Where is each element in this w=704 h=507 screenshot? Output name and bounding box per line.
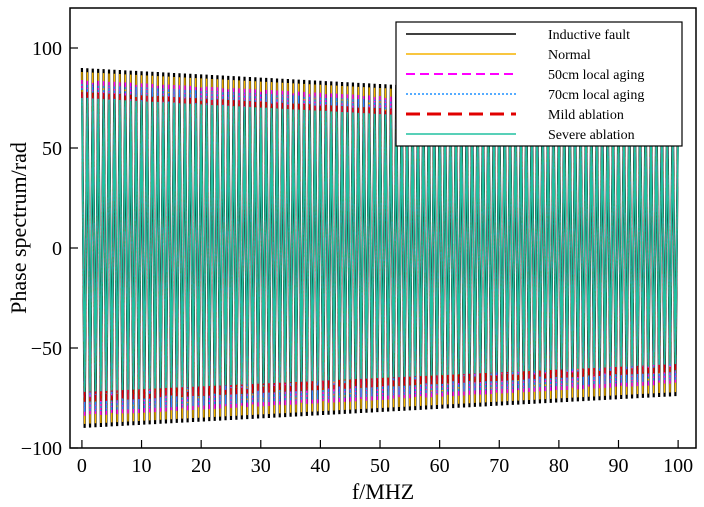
- legend-item: Normal: [406, 48, 591, 63]
- legend-label: 50cm local aging: [548, 68, 644, 83]
- plot-frame: [69, 7, 697, 449]
- x-tick-label: 10: [132, 455, 152, 477]
- y-tick-label: −100: [21, 438, 62, 460]
- y-tick-label: 0: [52, 238, 62, 260]
- y-tick-label: 100: [32, 38, 62, 60]
- series-line-6: [81, 97, 679, 392]
- legend-label: Normal: [548, 48, 591, 63]
- legend-label: Severe ablation: [548, 128, 635, 143]
- series-line-4: [81, 83, 679, 412]
- legend-label: Mild ablation: [548, 108, 624, 123]
- series-layer: [80, 67, 680, 428]
- x-tick-label: 0: [77, 455, 87, 477]
- x-tick-label: 100: [663, 455, 693, 477]
- y-tick-label: −50: [31, 338, 62, 360]
- legend: Inductive fault Normal 50cm local aging 70c…: [395, 21, 683, 147]
- legend-item: Severe ablation: [406, 128, 635, 143]
- x-axis-label: f/MHZ: [352, 479, 414, 504]
- x-tick-label: 40: [310, 455, 330, 477]
- x-tick-label: 70: [489, 455, 509, 477]
- x-tick-label: 30: [251, 455, 271, 477]
- legend-box: [395, 21, 683, 147]
- legend-label: Inductive fault: [548, 28, 630, 43]
- y-tick-label: 50: [42, 138, 62, 160]
- legend-item: Mild ablation: [406, 108, 624, 123]
- y-axis-label: Phase spectrum/rad: [6, 142, 31, 314]
- x-tick-label: 90: [608, 455, 628, 477]
- x-tick-label: 50: [370, 455, 390, 477]
- x-tick-label: 20: [191, 455, 211, 477]
- x-tick-label: 80: [549, 455, 569, 477]
- legend-item: 70cm local aging: [406, 88, 644, 103]
- legend-label: 70cm local aging: [548, 88, 644, 103]
- legend-item: Inductive fault: [406, 28, 630, 43]
- ticks-layer: 0 10 20 30 40 50 60 70 80 90 100 −100 −50 0 50 100: [21, 38, 693, 477]
- legend-item: 50cm local aging: [406, 68, 644, 83]
- x-tick-label: 60: [430, 455, 450, 477]
